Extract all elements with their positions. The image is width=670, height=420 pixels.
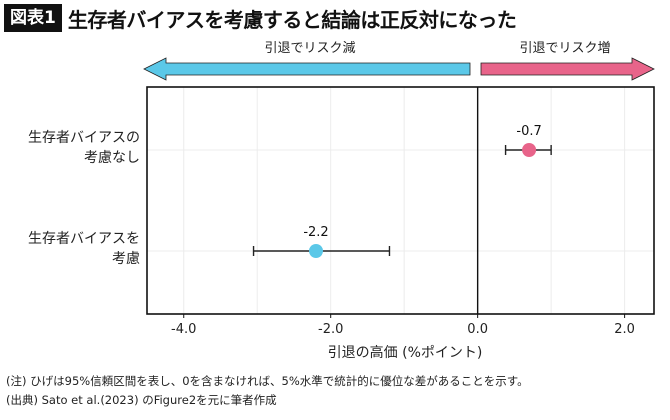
- category-label: 生存者バイアスの: [28, 130, 140, 146]
- x-tick-label: -4.0: [171, 322, 196, 337]
- data-point: [522, 143, 537, 157]
- data-point: [309, 244, 323, 258]
- note-source: (出典) Sato et al.(2023) のFigure2を元に筆者作成: [6, 393, 277, 407]
- data-marks: -0.7 -2.2: [252, 124, 552, 258]
- chart-area: 引退でリスク減 引退でリスク増 -0.7-2.2 -4.0 -2.0 0.0 2.0 …: [28, 40, 655, 361]
- arrow-right-label: 引退でリスク増: [519, 41, 610, 56]
- category-label: 考慮: [112, 251, 140, 267]
- chart-title: 生存者バイアスを考慮すると結論は正反対になった: [67, 7, 517, 32]
- footnotes: (注) ひげは95%信頼区間を表し、0を含まなければ、5%水準で統計的に優位な差…: [6, 372, 529, 410]
- arrow-left-label: 引退でリスク減: [264, 40, 355, 56]
- note-ci: (注) ひげは95%信頼区間を表し、0を含まなければ、5%水準で統計的に優位な差…: [6, 374, 529, 388]
- x-tick-label: 2.0: [614, 322, 635, 337]
- figure-badge: 図表1: [4, 4, 62, 32]
- arrow-left: [143, 57, 471, 81]
- x-axis-label: 引退の高価 (%ポイント): [328, 344, 483, 361]
- x-tick-label: -2.0: [318, 322, 343, 337]
- category-label: 生存者バイアスを: [28, 231, 140, 247]
- x-tick-labels: -4.0 -2.0 0.0 2.0: [171, 314, 635, 337]
- figure-header: 図表1 生存者バイアスを考慮すると結論は正反対になった: [4, 3, 517, 33]
- category-label: 考慮なし: [84, 150, 140, 166]
- data-label: -0.7: [516, 124, 541, 139]
- x-tick-label: 0.0: [467, 322, 488, 337]
- plot-frame: [146, 86, 655, 315]
- plot-background: [147, 87, 654, 314]
- data-label: -2.2: [303, 225, 328, 240]
- arrow-right: [480, 57, 655, 81]
